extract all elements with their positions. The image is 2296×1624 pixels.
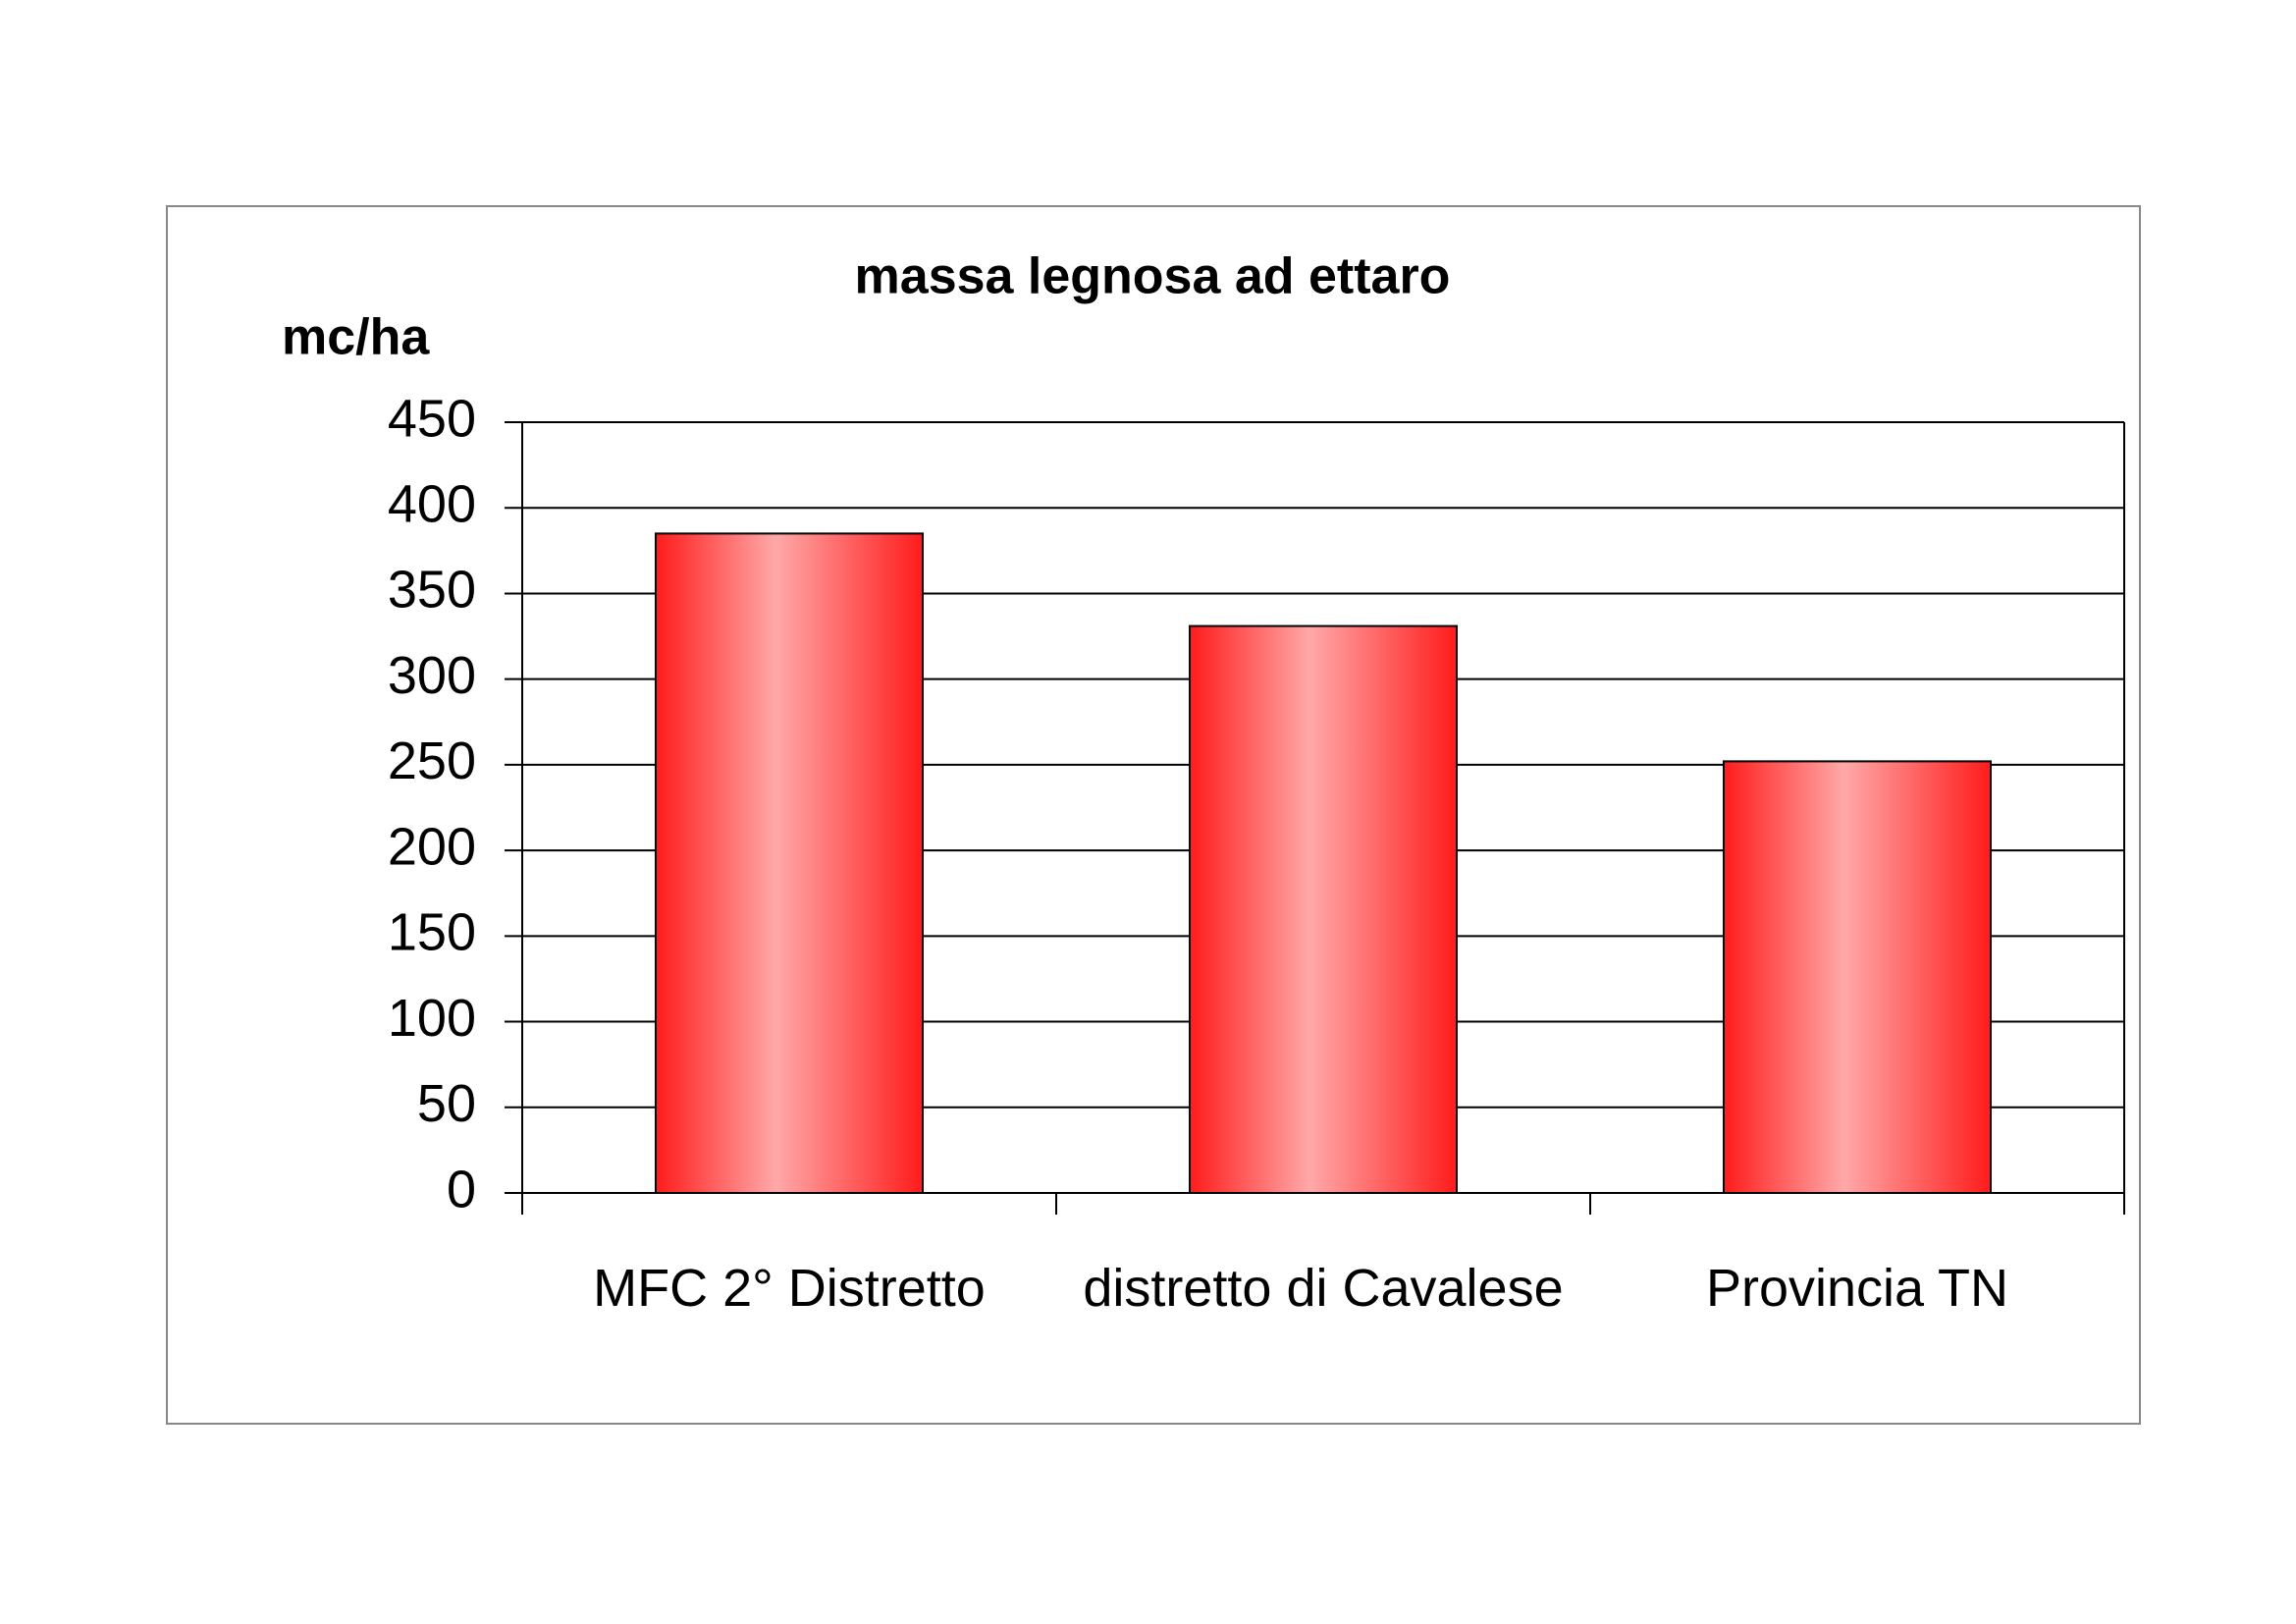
bar <box>1189 624 1458 1194</box>
x-tick-label: Provincia TN <box>1705 1259 2009 1318</box>
y-tick-label: 100 <box>388 989 476 1048</box>
x-tick-label: distretto di Cavalese <box>1083 1259 1564 1318</box>
y-tick-label: 0 <box>447 1160 476 1218</box>
y-axis-label: mc/ha <box>282 309 430 366</box>
bar <box>1723 760 1992 1195</box>
x-tick-label: MFC 2° Distretto <box>593 1259 986 1318</box>
y-tick-label: 250 <box>388 731 476 790</box>
y-tick-label: 200 <box>388 817 476 876</box>
y-tick-label: 400 <box>388 474 476 533</box>
y-tick-label: 450 <box>388 389 476 448</box>
y-tick-label: 50 <box>417 1074 476 1133</box>
bar <box>655 532 924 1194</box>
y-tick-label: 300 <box>388 646 476 705</box>
y-tick-label: 150 <box>388 903 476 962</box>
y-tick-label: 350 <box>388 561 476 620</box>
chart-title: massa legnosa ad ettaro <box>855 248 1451 305</box>
